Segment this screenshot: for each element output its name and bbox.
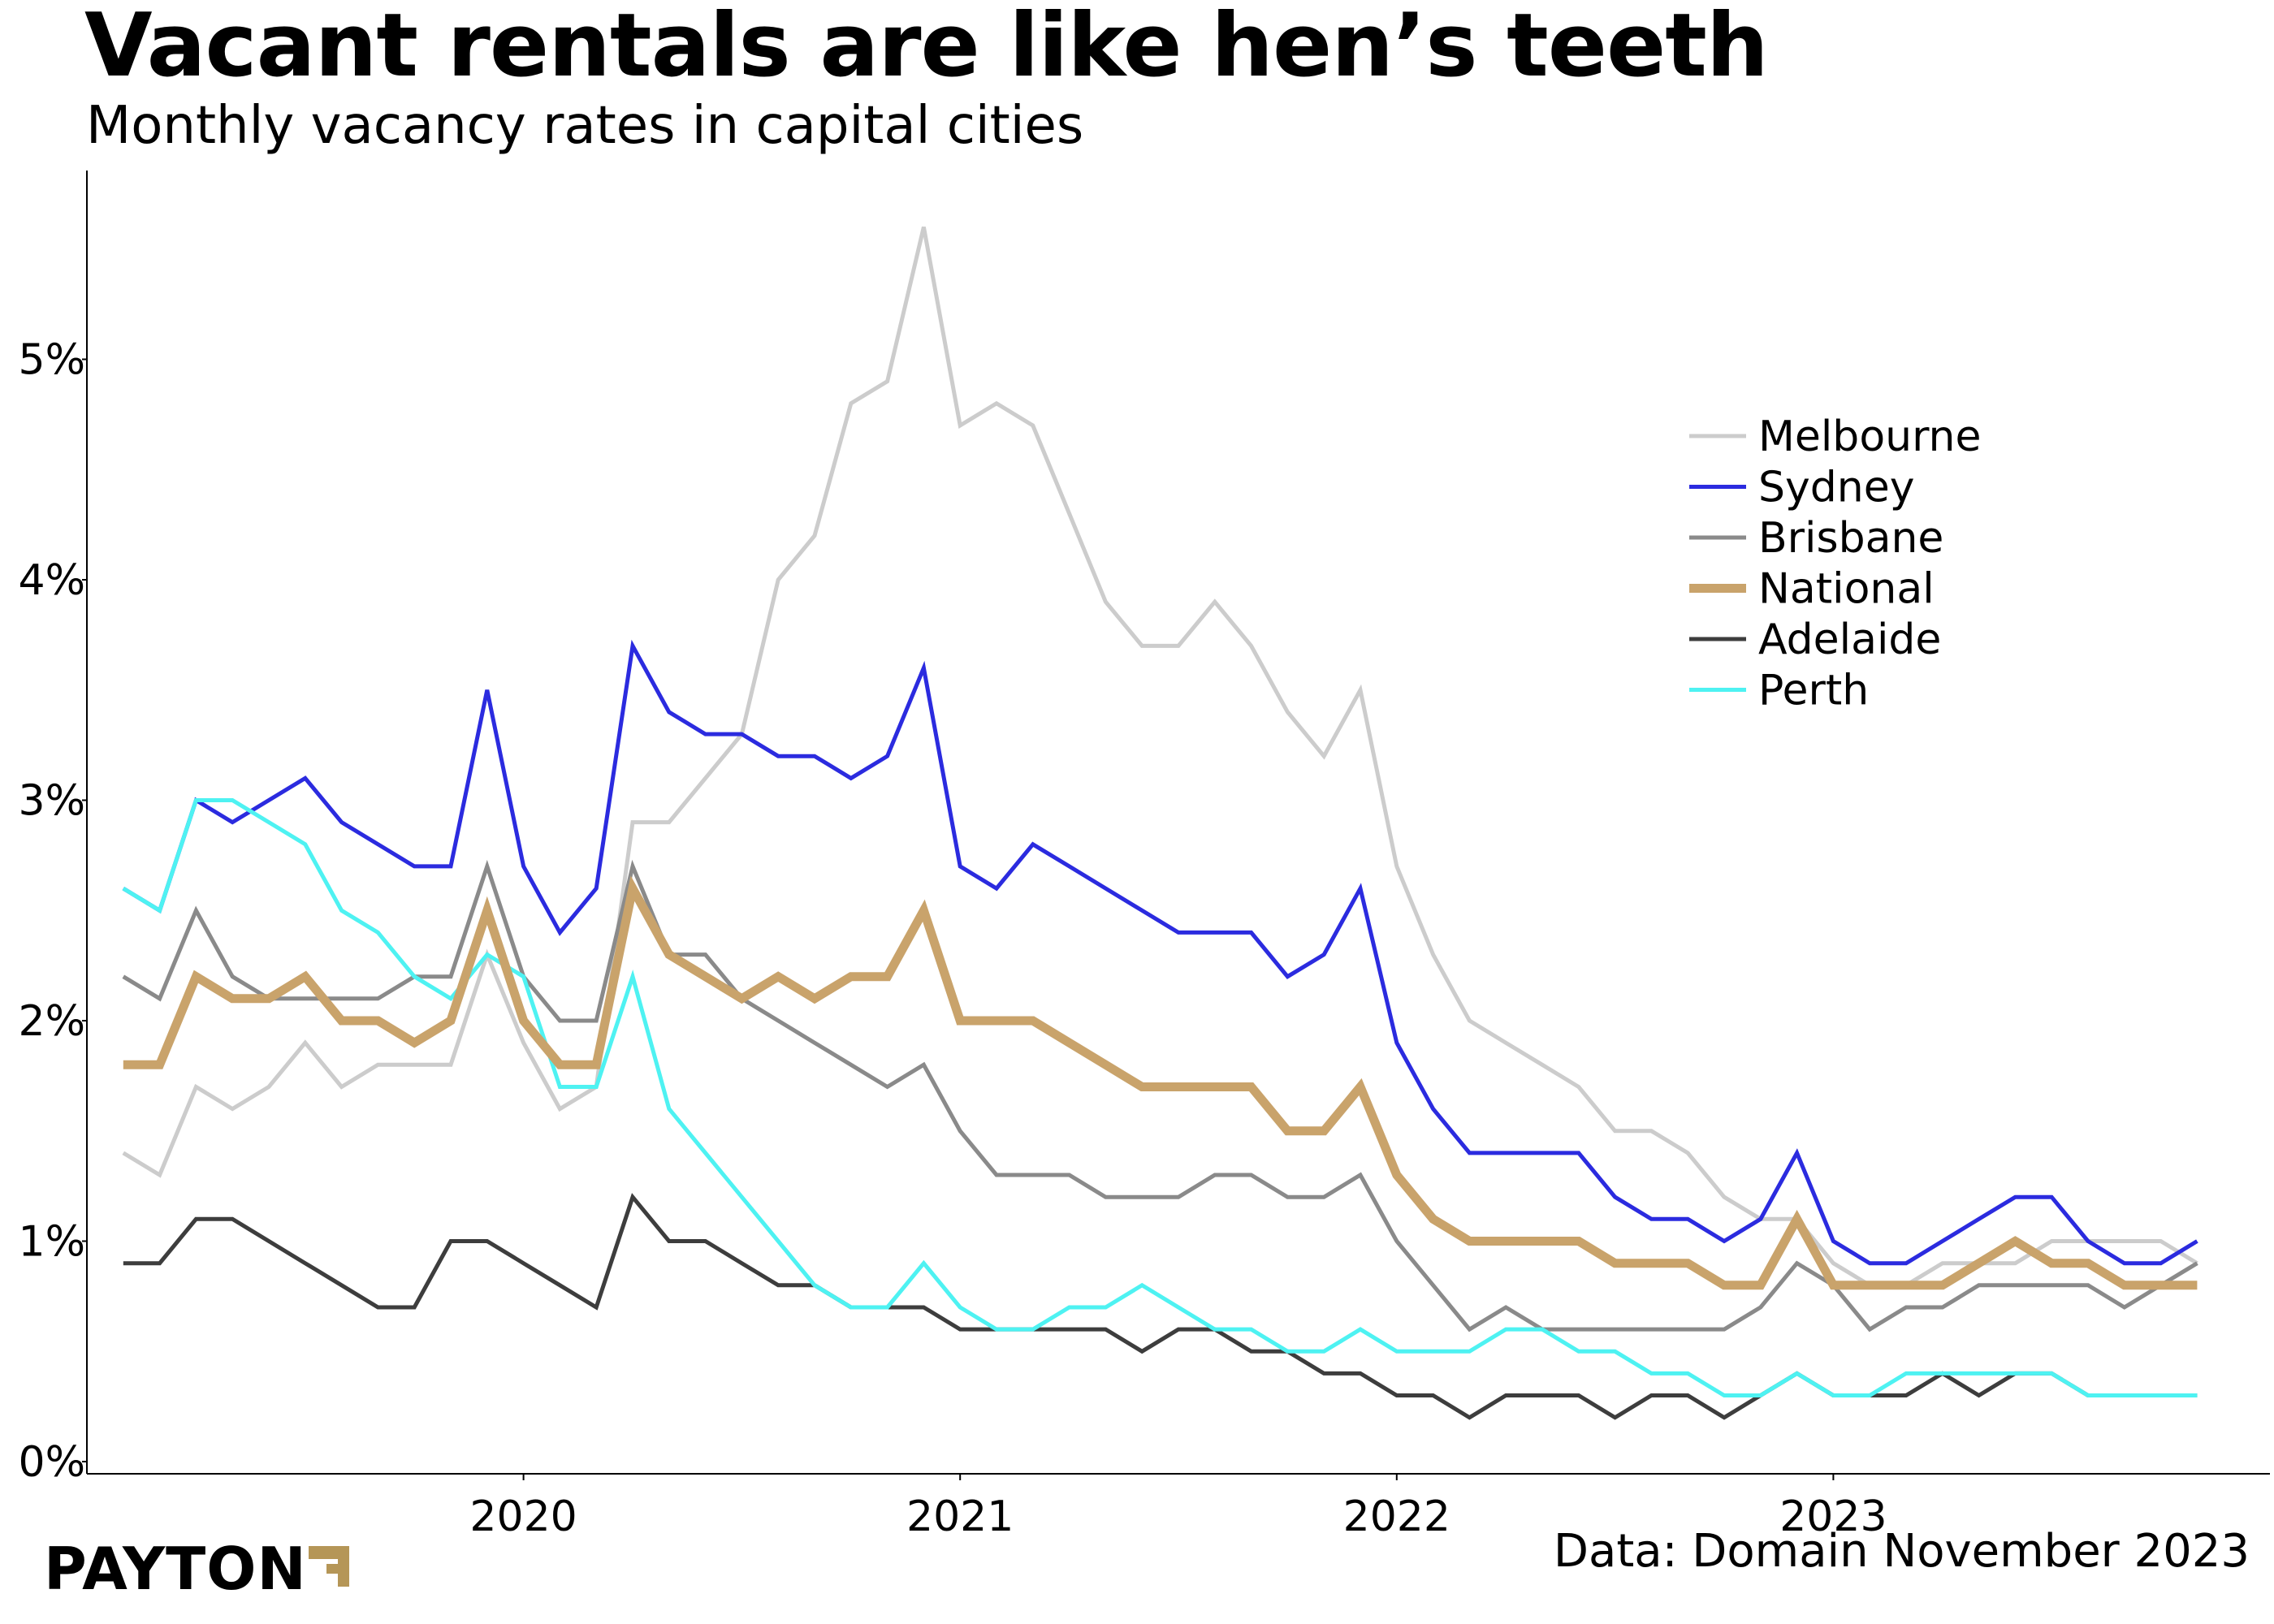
data-source-note: Data: Domain November 2023 [1553,1525,2250,1578]
x-tick-label: 2023 [1779,1492,1887,1541]
series-line-perth [122,798,2198,1397]
series-line-melbourne [122,227,2198,1288]
y-tick-label: 4% [19,556,86,605]
y-tick-label: 3% [19,777,86,826]
series-line-brisbane [122,859,2198,1332]
series-line-sydney [122,639,2198,1266]
y-tick-label: 5% [19,336,86,385]
chart-title: Vacant rentals are like hen’s teeth [84,0,1769,97]
legend-label-national: National [1758,565,1935,614]
legend-label-melbourne: Melbourne [1758,412,1982,461]
legend-label-sydney: Sydney [1758,464,1915,512]
legend-label-brisbane: Brisbane [1758,514,1943,563]
legend-label-perth: Perth [1758,667,1869,715]
axes: 0% 1% 2% 3% 4% 5% 2020 2021 2022 2023 [19,171,2270,1541]
y-tick-label: 1% [19,1218,86,1267]
payton-arrow-icon [308,1546,349,1587]
series-layer [122,227,2198,1420]
legend: MelbourneSydneyBrisbaneNationalAdelaideP… [1689,412,1982,715]
legend-label-adelaide: Adelaide [1758,615,1941,664]
x-tick-label: 2020 [469,1492,577,1541]
series-line-national [123,875,2198,1290]
chart-subtitle: Monthly vacancy rates in capital cities [86,96,1084,156]
payton-logo: PAYTON [44,1535,351,1603]
y-tick-label: 0% [19,1438,86,1487]
x-tick-label: 2021 [906,1492,1014,1541]
y-tick-label: 2% [19,997,86,1046]
x-tick-label: 2022 [1343,1492,1450,1541]
logo-wordmark: PAYTON [44,1535,307,1603]
